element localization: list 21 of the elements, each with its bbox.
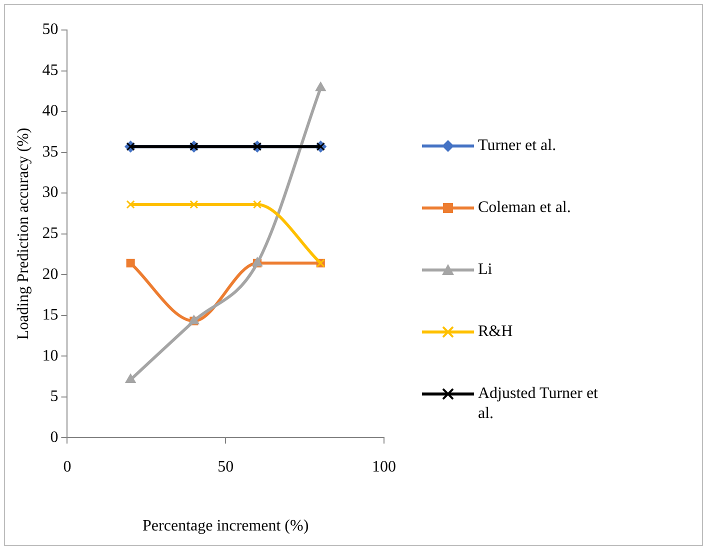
y-tick-label: 25 xyxy=(42,225,58,242)
y-tick-label: 35 xyxy=(42,143,58,160)
legend-label: Adjusted Turner et al. xyxy=(478,384,599,424)
y-tick-label: 0 xyxy=(50,428,58,446)
y-tick-label: 50 xyxy=(42,21,58,38)
y-tick-label: 5 xyxy=(50,388,58,406)
y-tick-label: 15 xyxy=(42,306,58,324)
x-tick-label: 100 xyxy=(372,458,396,476)
legend-label: R&H xyxy=(478,322,514,342)
x-axis-title: Percentage increment (%) xyxy=(142,518,309,535)
y-tick-label: 20 xyxy=(42,266,58,283)
y-tick-label: 30 xyxy=(42,184,58,202)
x-tick-label: 50 xyxy=(218,458,234,476)
x-tick-label: 0 xyxy=(63,458,72,476)
y-tick-label: 10 xyxy=(42,347,58,364)
y-tick-label: 45 xyxy=(42,62,58,79)
y-tick-label: 40 xyxy=(42,102,58,120)
legend-label: Li xyxy=(478,260,494,280)
legend-label: Coleman et al. xyxy=(478,198,572,218)
y-axis-title: Loading Prediction accuracy (%) xyxy=(14,128,32,340)
legend-label: Turner et al. xyxy=(478,136,558,156)
